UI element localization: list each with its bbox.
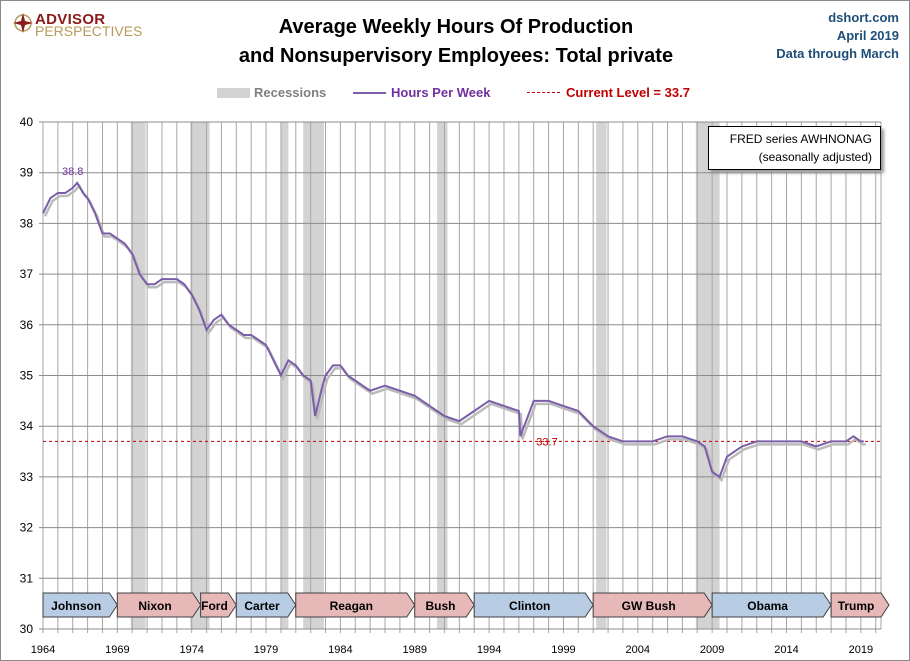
y-tick-label: 38 bbox=[20, 216, 34, 230]
y-tick-label: 35 bbox=[20, 369, 34, 383]
y-tick-label: 32 bbox=[20, 521, 34, 535]
chart-title: Average Weekly Hours Of Production and N… bbox=[201, 13, 711, 71]
president-arrow bbox=[711, 592, 832, 618]
y-tick-label: 34 bbox=[20, 419, 34, 433]
source-site: dshort.com bbox=[828, 10, 899, 25]
president-label: Nixon bbox=[138, 599, 171, 613]
y-tick-label: 37 bbox=[20, 267, 34, 281]
x-tick-label: 1969 bbox=[105, 644, 129, 656]
x-tick-label: 1994 bbox=[477, 644, 501, 656]
fred-line1: FRED series AWHNONAG bbox=[729, 132, 872, 146]
y-tick-label: 40 bbox=[20, 115, 34, 129]
president-label: Carter bbox=[244, 599, 280, 613]
legend-current-swatch bbox=[527, 92, 560, 93]
president-arrow bbox=[235, 592, 297, 618]
president-label: Obama bbox=[747, 599, 788, 613]
title-line2: and Nonsupervisory Employees: Total priv… bbox=[238, 45, 674, 67]
president-arrow bbox=[592, 592, 713, 618]
y-tick-label: 31 bbox=[20, 571, 34, 585]
source-date: April 2019 bbox=[836, 28, 899, 43]
president-arrow bbox=[830, 592, 890, 618]
legend-series: Hours Per Week bbox=[391, 85, 491, 100]
fred-line2: (seasonally adjusted) bbox=[758, 150, 872, 164]
x-tick-label: 2004 bbox=[626, 644, 650, 656]
x-tick-label: 2019 bbox=[849, 644, 873, 656]
title-line1: Average Weekly Hours Of Production bbox=[278, 16, 634, 38]
president-arrow bbox=[200, 592, 237, 618]
fred-series-box: FRED series AWHNONAG (seasonally adjuste… bbox=[708, 126, 881, 170]
current-level-label: 33.7 bbox=[536, 436, 557, 448]
source-note: Data through March bbox=[776, 46, 899, 61]
president-label: Clinton bbox=[509, 599, 550, 613]
president-label: Johnson bbox=[51, 599, 101, 613]
president-label: GW Bush bbox=[622, 599, 676, 613]
president-label: Ford bbox=[201, 599, 228, 613]
x-tick-label: 1989 bbox=[403, 644, 427, 656]
president-arrow bbox=[116, 592, 202, 618]
peak-label: 38.8 bbox=[62, 166, 83, 178]
y-tick-label: 30 bbox=[20, 622, 34, 636]
x-tick-label: 2009 bbox=[700, 644, 724, 656]
x-tick-label: 1974 bbox=[179, 644, 203, 656]
x-tick-label: 1984 bbox=[328, 644, 352, 656]
legend-series-swatch bbox=[353, 92, 386, 94]
x-tick-label: 1999 bbox=[551, 644, 575, 656]
legend-recessions: Recessions bbox=[254, 85, 327, 100]
president-label: Bush bbox=[425, 599, 455, 613]
compass-icon bbox=[13, 13, 33, 33]
president-arrow bbox=[473, 592, 594, 618]
y-tick-label: 39 bbox=[20, 166, 34, 180]
x-tick-label: 2014 bbox=[774, 644, 798, 656]
logo-line1: ADVISOR bbox=[35, 11, 106, 28]
president-arrow bbox=[414, 592, 475, 618]
president-label: Reagan bbox=[330, 599, 373, 613]
president-arrow bbox=[42, 592, 118, 618]
president-arrow bbox=[295, 592, 416, 618]
legend-current: Current Level = 33.7 bbox=[566, 85, 690, 100]
legend-recession-swatch bbox=[217, 88, 250, 98]
logo-line2: PERSPECTIVES bbox=[35, 23, 143, 39]
y-tick-label: 33 bbox=[20, 470, 34, 484]
source-info: dshort.com April 2019 Data through March bbox=[776, 9, 899, 63]
president-label: Trump bbox=[838, 599, 875, 613]
y-tick-label: 36 bbox=[20, 318, 34, 332]
x-tick-label: 1964 bbox=[31, 644, 55, 656]
x-tick-label: 1979 bbox=[254, 644, 278, 656]
series-line-hours-per-week bbox=[42, 181, 864, 479]
